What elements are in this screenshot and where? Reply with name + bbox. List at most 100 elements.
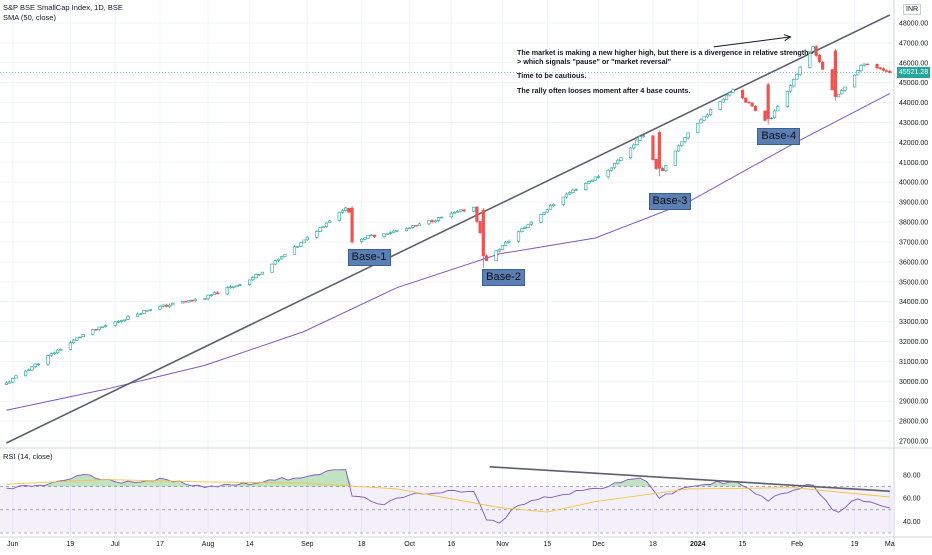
candle-body [235,285,239,288]
candle-body [372,234,377,237]
candle-body [305,236,309,241]
time-tick-label: 15 [739,541,747,548]
candle-body [628,147,633,159]
candle-body [798,66,802,75]
candle-body [123,319,127,321]
candle-body [475,206,479,222]
price-tick-label: 29000.00 [899,399,928,406]
candle-body [340,210,345,213]
candle-body [24,370,28,377]
candle-body [337,212,341,221]
candle-body [731,89,735,93]
candle-body [344,207,348,211]
price-tick-label: 30000.00 [899,379,928,386]
time-tick-label: 17 [156,541,164,548]
candle-body [641,135,645,137]
candle-body [744,97,748,103]
candle-body [120,320,124,322]
candle-body [328,220,332,223]
candle-body [46,355,50,365]
candle-body [27,369,31,372]
candle-body [116,321,121,323]
sma-legend: SMA (50, close) [3,13,56,22]
candle-body [635,139,639,145]
candle-body [168,304,172,307]
candle-body [4,382,9,385]
time-tick-label: 16 [447,541,455,548]
candle-body [520,228,524,233]
candle-body [462,209,466,212]
candle-body [187,300,191,303]
candle-body [676,145,681,152]
annotation-line-1: The market is making a new higher high, … [517,48,814,66]
candle-body [593,176,597,181]
candle-body [788,85,793,92]
candle-body [833,50,837,97]
candle-body [680,141,684,147]
candle-body [888,70,892,73]
candle-body [552,204,556,206]
candle-body [836,93,841,98]
candle-body [494,250,498,262]
candle-body [865,63,869,66]
time-tick-label: Nov [496,541,509,548]
candle-body [75,337,79,341]
candle-body [654,159,658,169]
candle-body [740,89,745,99]
candle-body [571,189,575,193]
candle-body [161,304,165,307]
time-tick-label: Oct [404,541,415,548]
candle-body [766,84,770,119]
candle-body [702,116,706,121]
candle-body [56,349,60,354]
candle-body [385,233,389,235]
sma-50-line [6,93,891,411]
time-tick-label: 19 [67,541,75,548]
price-tick-label: 45000.00 [899,80,928,87]
candle-body [542,211,546,215]
price-tick-label: 39000.00 [899,200,928,207]
candle-body [68,342,73,350]
candle-body [180,301,185,304]
candle-body [632,144,636,149]
trendline [6,14,891,444]
candle-body [78,336,82,339]
candle-body [395,230,399,232]
candle-body [452,212,457,214]
rsi-pane [0,466,893,534]
candle-body [769,117,773,120]
candle-body [139,313,143,315]
candle-body [142,310,146,314]
price-tick-label: 33000.00 [899,319,928,326]
candle-body [369,234,373,237]
candle-body [228,286,233,289]
candle-body [209,294,213,296]
annotation-note: The market is making a new higher high, … [517,48,817,101]
candle-body [296,246,300,248]
candle-body [590,179,594,182]
candle-body [808,50,812,68]
candle-body [91,329,95,335]
candle-body [718,101,722,110]
candle-body [216,292,220,295]
candle-body [660,168,665,172]
arrow-shaft [713,36,791,48]
last-price-tag: 45521.28 [897,66,930,78]
currency-label[interactable]: INR [903,4,922,15]
candle-body [315,231,319,238]
candle-body [184,301,188,303]
candle-body [49,353,53,357]
candle-body [657,132,661,169]
candle-body [164,304,169,307]
candle-body [548,205,553,210]
rsi-divergence-line [489,466,890,492]
candle-body [523,227,527,229]
time-tick-label: Jun [7,541,18,548]
rising-trendline [6,14,891,444]
candle-body [260,271,265,275]
price-tick-label: 42000.00 [899,140,928,147]
time-tick-label: 2024 [690,541,706,548]
